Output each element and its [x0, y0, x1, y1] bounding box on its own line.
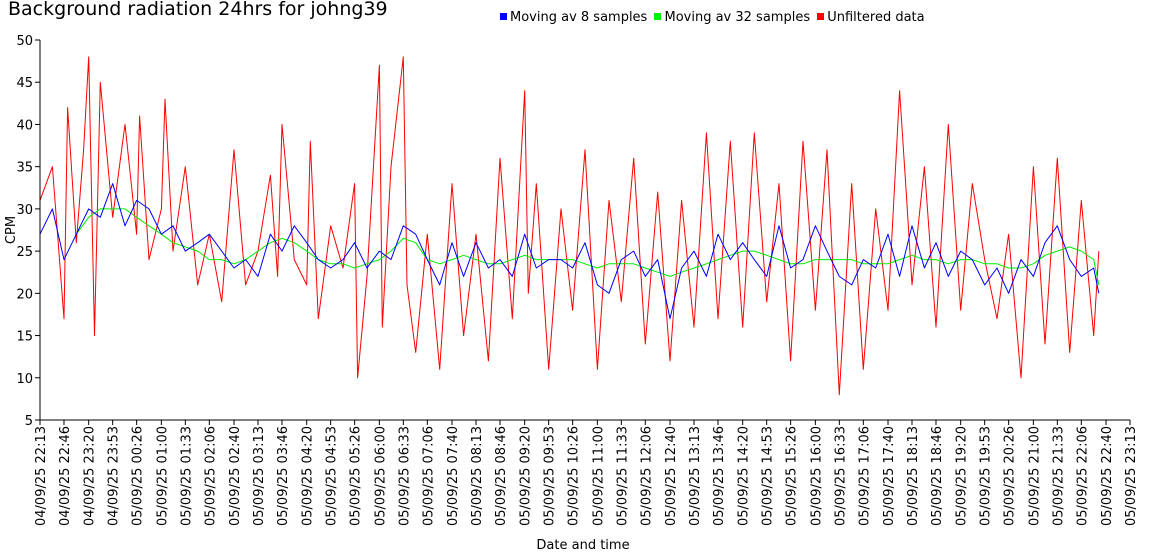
series-layer	[39, 56, 1100, 396]
x-tick-label-24: 05/09/25 11:33	[615, 426, 630, 526]
x-tick-label-20: 05/09/25 09:20	[519, 426, 534, 526]
x-tick-label-40: 05/09/25 20:26	[1003, 426, 1018, 526]
legend-label-moving-av-8: Moving av 8 samples	[510, 10, 648, 25]
x-tick-label-25: 05/09/25 12:06	[639, 426, 654, 526]
x-tick-label-34: 05/09/25 17:06	[857, 426, 872, 526]
legend-swatch-moving-av-8	[500, 13, 507, 20]
x-tick-label-0: 04/09/25 22:13	[34, 426, 49, 526]
x-tick-label-1: 04/09/25 22:46	[58, 426, 73, 526]
chart-title: Background radiation 24hrs for johng39	[8, 0, 388, 20]
x-tick-label-12: 05/09/25 04:53	[325, 426, 340, 526]
x-tick-label-9: 05/09/25 03:13	[252, 426, 267, 526]
y-tick-label-25: 25	[16, 245, 33, 260]
x-ticks: 04/09/25 22:13 04/09/25 22:46 04/09/25 23:…	[34, 420, 1139, 526]
x-tick-label-27: 05/09/25 13:13	[688, 426, 703, 526]
y-ticks: 5 10 15 20 25 30 35 40 45 50	[16, 34, 40, 429]
x-tick-label-2: 04/09/25 23:20	[83, 426, 98, 526]
x-tick-label-10: 05/09/25 03:46	[276, 426, 291, 526]
series-line-moving-av-8-samples	[39, 183, 1100, 320]
legend-swatch-unfiltered	[817, 13, 825, 20]
y-tick-label-35: 35	[16, 161, 33, 176]
x-tick-label-44: 05/09/25 22:40	[1100, 426, 1115, 526]
x-tick-label-21: 05/09/25 09:53	[543, 426, 558, 526]
x-tick-label-22: 05/09/25 10:26	[567, 426, 582, 526]
y-axis-label: CPM	[4, 216, 19, 244]
y-tick-label-40: 40	[16, 118, 33, 133]
x-axis-label: Date and time	[536, 538, 629, 553]
x-tick-label-30: 05/09/25 14:53	[761, 426, 776, 526]
x-tick-label-35: 05/09/25 17:40	[882, 426, 897, 526]
y-tick-label-20: 20	[16, 287, 33, 302]
x-tick-label-33: 05/09/25 16:33	[833, 426, 848, 526]
x-tick-label-45: 05/09/25 23:13	[1124, 426, 1139, 526]
y-tick-label-50: 50	[16, 34, 33, 49]
x-tick-label-16: 05/09/25 07:06	[421, 426, 436, 526]
x-tick-label-37: 05/09/25 18:46	[930, 426, 945, 526]
x-tick-label-32: 05/09/25 16:00	[809, 426, 824, 526]
y-tick-label-15: 15	[16, 330, 33, 345]
x-tick-label-3: 04/09/25 23:53	[107, 426, 122, 526]
x-tick-label-18: 05/09/25 08:13	[470, 426, 485, 526]
y-tick-label-45: 45	[16, 76, 33, 91]
x-tick-label-38: 05/09/25 19:20	[955, 426, 970, 526]
x-tick-label-36: 05/09/25 18:13	[906, 426, 921, 526]
series-line-unfiltered-data	[39, 56, 1100, 396]
legend-swatch-moving-av-32	[654, 13, 662, 20]
y-tick-label-10: 10	[16, 372, 33, 387]
x-tick-label-41: 05/09/25 21:00	[1027, 426, 1042, 526]
x-tick-label-4: 05/09/25 00:26	[131, 426, 146, 526]
x-tick-label-5: 05/09/25 01:00	[155, 426, 170, 526]
x-tick-label-17: 05/09/25 07:40	[446, 426, 461, 526]
legend-item-moving-av-8: Moving av 8 samples	[500, 10, 647, 25]
legend: Moving av 8 samples Moving av 32 samples…	[500, 10, 928, 25]
x-tick-label-19: 05/09/25 08:46	[494, 426, 509, 526]
x-tick-label-43: 05/09/25 22:06	[1075, 426, 1090, 526]
x-tick-label-42: 05/09/25 21:33	[1051, 426, 1066, 526]
x-tick-label-8: 05/09/25 02:40	[228, 426, 243, 526]
x-tick-label-11: 05/09/25 04:20	[301, 426, 316, 526]
legend-label-unfiltered: Unfiltered data	[827, 10, 925, 25]
legend-item-unfiltered: Unfiltered data	[817, 10, 925, 25]
y-tick-label-30: 30	[16, 203, 33, 218]
legend-label-moving-av-32: Moving av 32 samples	[664, 10, 811, 25]
x-tick-label-29: 05/09/25 14:20	[737, 426, 752, 526]
axes-layer	[39, 40, 1130, 421]
series-line-moving-av-32-samples	[75, 208, 1100, 285]
x-tick-label-26: 05/09/25 12:40	[664, 426, 679, 526]
x-tick-label-13: 05/09/25 05:26	[349, 426, 364, 526]
x-tick-label-39: 05/09/25 19:53	[979, 426, 994, 526]
x-tick-label-7: 05/09/25 02:06	[203, 426, 218, 526]
x-tick-label-31: 05/09/25 15:26	[785, 426, 800, 526]
x-tick-label-6: 05/09/25 01:33	[179, 426, 194, 526]
legend-item-moving-av-32: Moving av 32 samples	[654, 10, 810, 25]
x-tick-label-23: 05/09/25 11:00	[591, 426, 606, 526]
x-tick-label-14: 05/09/25 06:00	[373, 426, 388, 526]
y-tick-label-5: 5	[25, 414, 33, 429]
x-tick-label-28: 05/09/25 13:46	[712, 426, 727, 526]
x-tick-label-15: 05/09/25 06:33	[397, 426, 412, 526]
